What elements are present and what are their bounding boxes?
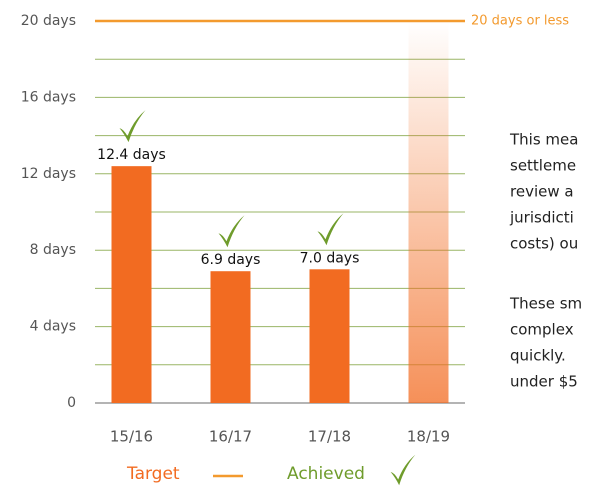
check-mark [317,213,344,246]
side-text: This mea [509,131,578,149]
side-text: quickly. [510,347,566,365]
x-tick-label: 18/19 [407,428,450,446]
target-column [408,21,449,403]
y-tick-label: 8 days [30,242,76,258]
y-tick-label: 4 days [30,319,76,335]
bar-label: 12.4 days [97,147,166,163]
x-tick-label: 17/18 [308,428,351,446]
bar-label: 6.9 days [201,252,261,268]
check-mark [218,215,245,248]
bar-label: 7.0 days [300,250,360,266]
check-mark [119,110,146,143]
legend-achieved: Achieved [287,464,365,484]
legend-achieved-swatch [390,454,416,486]
y-tick-label: 12 days [21,166,76,182]
y-tick-label: 0 [67,395,76,411]
side-text: settleme [510,157,576,175]
x-tick-label: 15/16 [110,428,153,446]
side-text: jurisdicti [509,209,574,227]
side-text: review a [510,183,574,201]
bar [309,269,350,403]
x-tick-label: 16/17 [209,428,252,446]
bar [210,271,251,403]
y-tick-label: 20 days [21,13,76,29]
side-text: costs) ou [510,235,578,253]
target-label: 20 days or less [471,14,569,29]
side-text: These sm [509,295,582,313]
side-text: complex [510,321,574,339]
bar [111,166,152,403]
legend-target: Target [126,464,180,484]
side-text: under $5 [510,373,578,391]
y-tick-label: 16 days [21,89,76,105]
